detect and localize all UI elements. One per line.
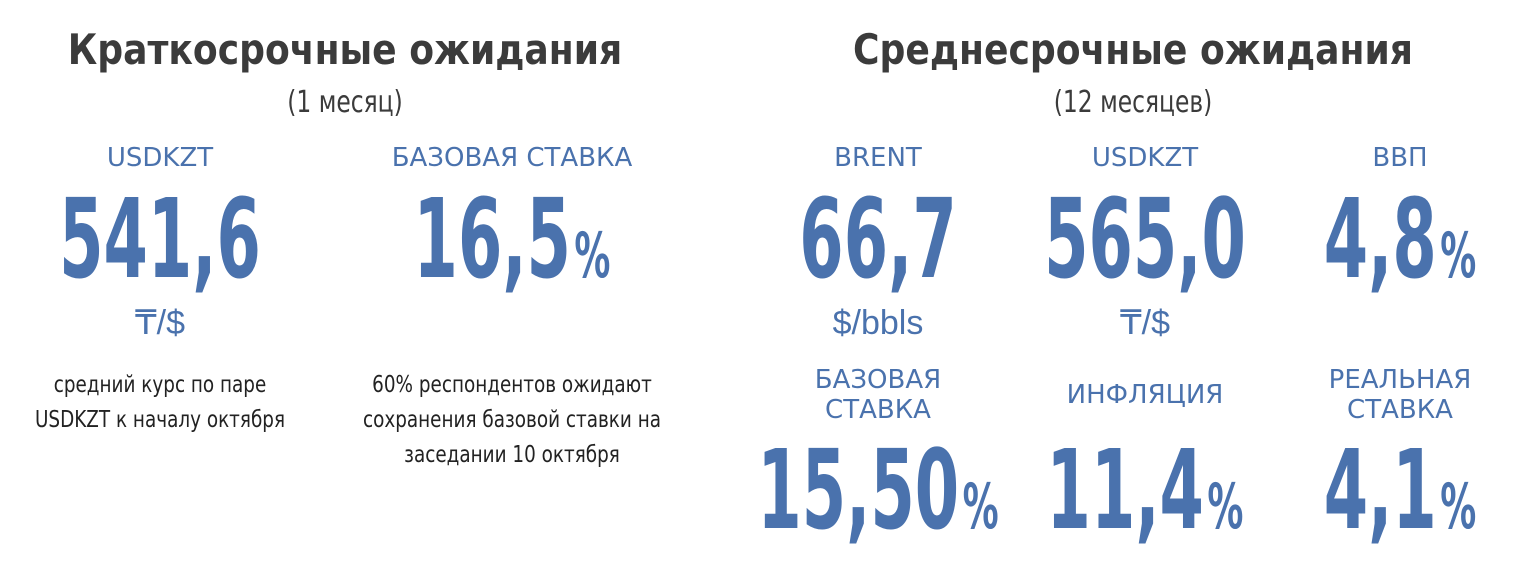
- value-number: 66,7: [799, 177, 956, 304]
- section-subtitle-group: (1 месяц): [287, 85, 402, 120]
- section-title: Среднесрочные ожидания: [853, 26, 1413, 74]
- metric-label: СТАВКА: [825, 395, 931, 425]
- metric-label: USDKZT: [1092, 143, 1198, 173]
- value-number: 11,4: [1047, 428, 1204, 555]
- metric-note-group: заседании 10 октября: [404, 441, 620, 468]
- metric-value-group: 4,1%: [1324, 428, 1477, 555]
- metric-label: ИНФЛЯЦИЯ: [1067, 380, 1224, 410]
- metric-label: СТАВКА: [1347, 395, 1453, 425]
- metric-note: сохранения базовой ставки на: [363, 406, 661, 433]
- metric-note-group: средний курс по паре: [54, 371, 267, 398]
- metric-value-group: 565,0: [1044, 177, 1246, 304]
- metric-value-group: 15,50%: [757, 428, 998, 555]
- value-number: 4,8: [1324, 177, 1437, 304]
- value-unit: ₸/$: [1120, 304, 1170, 342]
- metric-value: 4,8%: [1324, 177, 1477, 304]
- metric-note-group: USDKZT к началу октября: [35, 406, 285, 433]
- metric-value: 4,1%: [1324, 428, 1477, 555]
- value-unit: %: [963, 471, 999, 543]
- metric-label: BRENT: [834, 143, 922, 173]
- value-number: 4,1: [1324, 428, 1437, 555]
- metric-value: 11,4%: [1047, 428, 1244, 555]
- metric-label: БАЗОВАЯ СТАВКА: [392, 143, 633, 173]
- section-title-group: Среднесрочные ожидания: [853, 26, 1413, 74]
- metric-value: 16,5%: [414, 177, 611, 304]
- value-unit: %: [1440, 220, 1476, 292]
- value-unit: %: [1207, 471, 1243, 543]
- value-number: 565,0: [1044, 177, 1246, 304]
- metric-note: средний курс по паре: [54, 371, 267, 398]
- metric-label: USDKZT: [107, 143, 213, 173]
- value-unit: $/bbls: [833, 304, 924, 342]
- metric-value-group: 541,6: [59, 177, 261, 304]
- metric-value: 541,6: [59, 177, 261, 304]
- section-subtitle: (1 месяц): [287, 85, 402, 120]
- metric-note: 60% респондентов ожидают: [372, 371, 652, 398]
- value-unit: %: [574, 220, 610, 292]
- metric-note: USDKZT к началу октября: [35, 406, 285, 433]
- section-title-group: Краткосрочные ожидания: [68, 26, 622, 74]
- value-number: 16,5: [414, 177, 571, 304]
- section-title: Краткосрочные ожидания: [68, 26, 622, 74]
- metric-value: 15,50%: [757, 428, 998, 555]
- metric-label: БАЗОВАЯ: [815, 365, 941, 395]
- value-unit: %: [1440, 471, 1476, 543]
- metric-value-group: 66,7: [799, 177, 956, 304]
- value-number: 15,50: [757, 428, 959, 555]
- value-number: 541,6: [59, 177, 261, 304]
- metric-value: 66,7: [799, 177, 956, 304]
- section-subtitle-group: (12 месяцев): [1054, 85, 1213, 120]
- metric-value-group: 11,4%: [1047, 428, 1244, 555]
- metric-value-group: 16,5%: [414, 177, 611, 304]
- metric-label: РЕАЛЬНАЯ: [1329, 365, 1472, 395]
- metric-label: ВВП: [1372, 143, 1427, 173]
- metric-note: заседании 10 октября: [404, 441, 620, 468]
- value-unit: ₸/$: [135, 304, 185, 342]
- metric-note-group: сохранения базовой ставки на: [363, 406, 661, 433]
- metric-value: 565,0: [1044, 177, 1246, 304]
- metric-value-group: 4,8%: [1324, 177, 1477, 304]
- metric-note-group: 60% респондентов ожидают: [372, 371, 652, 398]
- section-subtitle: (12 месяцев): [1054, 85, 1213, 120]
